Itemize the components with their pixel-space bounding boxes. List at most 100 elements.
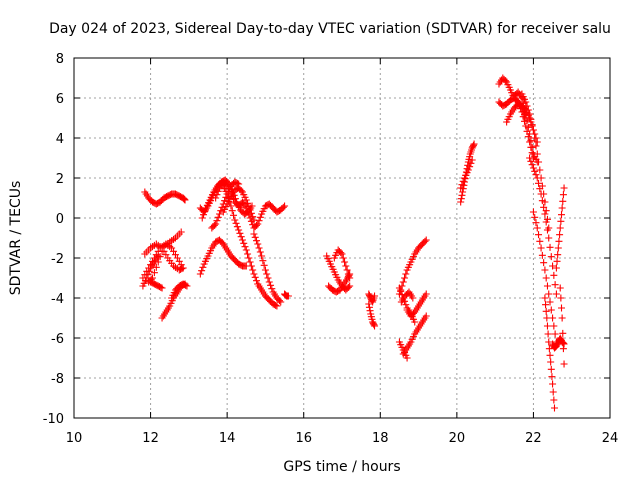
data-point [213,217,221,225]
data-point [402,301,410,309]
data-point [519,99,527,107]
data-point [250,216,258,224]
data-point [145,267,153,275]
data-point [547,306,555,314]
data-point [535,231,543,239]
series-seg-a8 [141,188,189,208]
data-point [237,187,245,195]
data-point [157,283,165,291]
data-point [458,191,466,199]
data-point [180,195,188,203]
data-point [520,111,528,119]
data-point [559,191,567,199]
data-point [551,281,559,289]
data-point [403,354,411,362]
data-point [337,249,345,257]
data-point [546,243,554,251]
data-point [210,221,218,229]
data-point [532,219,540,227]
x-tick-label: 10 [66,431,83,446]
data-point [344,270,352,278]
data-point [527,137,535,145]
y-tick-label: 0 [56,212,64,227]
data-point [198,214,206,222]
data-point [529,164,537,172]
data-point [181,196,189,204]
plot-border [73,57,611,419]
series-seg-d6 [397,288,417,306]
data-point [343,266,351,274]
data-point [537,244,545,252]
series-seg-c5 [365,290,379,306]
data-point [540,259,548,267]
data-point [258,252,266,260]
data-point [254,220,262,228]
data-point [277,298,285,306]
data-point [554,251,562,259]
data-point [560,184,568,192]
data-point [279,203,287,211]
data-point [254,240,262,248]
data-point [541,294,549,302]
x-tick-label: 20 [449,431,466,446]
data-point [524,123,532,131]
series-seg-b7 [219,184,258,224]
data-point [547,253,555,261]
data-point [215,210,223,218]
data-point [252,237,260,245]
series-seg-e2 [457,156,476,192]
data-point [558,211,566,219]
data-point [158,247,166,255]
data-point [397,287,405,295]
series-seg-d5 [403,290,430,320]
data-point [550,396,558,404]
data-point [275,297,283,305]
data-point [559,345,567,353]
data-point [470,140,478,148]
data-point [244,250,252,258]
data-point [237,233,245,241]
data-point [535,179,543,187]
data-point [242,262,250,270]
data-point [542,218,550,226]
data-point [411,318,419,326]
series-seg-b4 [196,236,250,278]
data-point [550,404,558,412]
data-point [536,237,544,245]
data-point [544,330,552,338]
data-point [338,250,346,258]
data-point [524,106,532,114]
data-point [540,203,548,211]
y-tick-label: 8 [56,52,64,67]
y-tick-label: -6 [51,332,64,347]
data-point [422,290,430,298]
data-point [549,262,557,270]
data-point [466,163,474,171]
data-point [467,159,475,167]
data-point [556,231,564,239]
data-point [422,312,430,320]
data-point [542,301,550,309]
data-point [545,338,553,346]
data-point [536,185,544,193]
data-point [249,213,257,221]
data-point [558,314,566,322]
data-point [198,267,206,275]
series-seg-d2 [395,284,419,326]
data-point [246,206,254,214]
y-tick-label: -10 [43,412,64,427]
data-point [158,284,166,292]
series-seg-f2 [495,94,537,162]
data-point [541,266,549,274]
data-point [245,254,253,262]
data-point [256,248,264,256]
data-point [531,167,539,175]
data-point [529,126,537,134]
data-point [213,191,221,199]
data-point [560,340,568,348]
data-point [179,264,187,272]
data-point [366,307,374,315]
data-point [214,213,222,221]
data-point [550,322,558,330]
data-point [212,194,220,202]
